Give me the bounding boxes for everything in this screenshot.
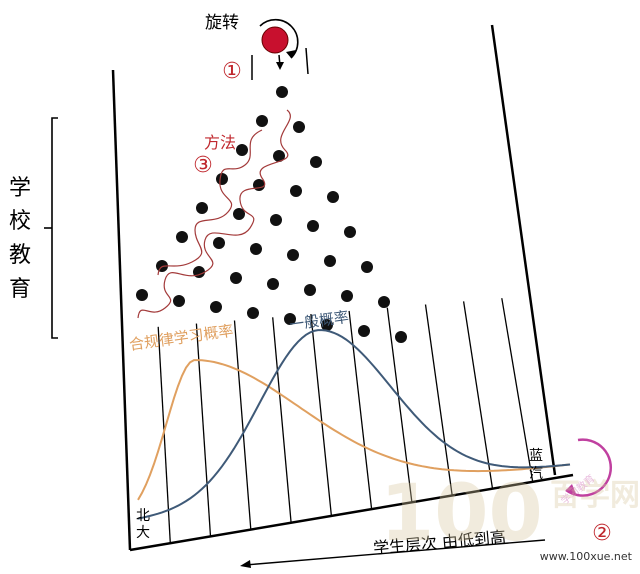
school-education-char-2: 校 — [9, 209, 31, 234]
bin-divider — [501, 298, 534, 482]
peg — [307, 220, 319, 232]
peg-triangle — [136, 86, 407, 343]
board-right-wall — [490, 24, 557, 476]
peg — [273, 150, 285, 162]
funnel — [251, 47, 309, 80]
right-end-char-2: 汽 — [529, 466, 543, 482]
step-2-label: ② — [592, 521, 612, 546]
bin-divider — [157, 326, 171, 544]
peg — [310, 156, 322, 168]
peg — [136, 289, 148, 301]
peg — [324, 255, 336, 267]
method-label: 方法 — [204, 133, 236, 152]
rotate-arrow-head-icon — [286, 50, 296, 58]
rotate-arrow-icon — [259, 18, 299, 59]
board-left-wall — [111, 69, 132, 551]
peg — [287, 249, 299, 261]
board-bottom-wall — [129, 473, 574, 552]
watermark-logo: 100 百学网 学习教育 — [380, 469, 640, 559]
peg — [361, 261, 373, 273]
peg — [173, 295, 185, 307]
axis-arrow — [244, 539, 546, 566]
peg — [233, 208, 245, 220]
step-2-arrow-head-icon — [566, 484, 576, 494]
curve-general-probability — [137, 329, 571, 520]
bin-divider — [233, 320, 252, 530]
peg — [216, 173, 228, 185]
peg — [210, 301, 222, 313]
watermark-site-name: 百学网 — [550, 478, 640, 513]
bin-divider — [462, 301, 494, 489]
peg — [156, 260, 168, 272]
step-2-arc-icon — [565, 438, 612, 497]
peg — [213, 237, 225, 249]
drop-arrow-head-icon — [276, 62, 284, 70]
peg — [304, 284, 316, 296]
peg — [196, 202, 208, 214]
peg — [358, 325, 370, 337]
peg — [293, 121, 305, 133]
school-education-char-4: 育 — [9, 277, 31, 302]
bin-divider — [348, 310, 373, 510]
peg — [321, 319, 333, 331]
peg — [236, 144, 248, 156]
bin-divider — [386, 307, 413, 503]
peg — [250, 243, 262, 255]
school-education-char-1: 学 — [9, 176, 31, 201]
curve-proper-probability — [137, 359, 571, 501]
bin-divider — [195, 323, 212, 537]
method-path — [137, 109, 291, 319]
funnel-right — [305, 47, 309, 75]
bin-dividers — [157, 298, 534, 544]
peg — [267, 278, 279, 290]
bin-divider — [272, 317, 292, 523]
school-education-char-3: 教 — [9, 243, 31, 268]
step-3-label: ③ — [193, 153, 213, 178]
peg — [256, 115, 268, 127]
bracket-shape — [51, 117, 58, 339]
peg — [230, 272, 242, 284]
watermark-logo-number: 100 — [380, 469, 543, 559]
peg — [378, 296, 390, 308]
peg — [341, 290, 353, 302]
ball-icon — [261, 26, 289, 54]
peg — [247, 307, 259, 319]
watermark-url: www.100xue.net — [540, 550, 633, 563]
peg — [176, 231, 188, 243]
bin-divider — [424, 304, 453, 496]
peg — [327, 191, 339, 203]
board-frame — [111, 24, 574, 552]
peg — [270, 214, 282, 226]
step-1-label: ① — [222, 59, 242, 84]
axis-arrow-head-icon — [240, 560, 251, 568]
peg — [290, 185, 302, 197]
peg — [276, 86, 288, 98]
peg — [344, 226, 356, 238]
bin-divider — [310, 314, 333, 516]
left-end-char-2: 大 — [136, 525, 150, 541]
peg — [395, 331, 407, 343]
curve-proper-label: 合规律学习概率 — [128, 322, 234, 354]
rotate-label: 旋转 — [205, 13, 239, 33]
left-end-char-1: 北 — [136, 508, 150, 524]
school-education-bracket — [44, 117, 58, 339]
peg — [284, 313, 296, 325]
peg — [193, 266, 205, 278]
right-end-char-1: 蓝 — [529, 448, 543, 464]
